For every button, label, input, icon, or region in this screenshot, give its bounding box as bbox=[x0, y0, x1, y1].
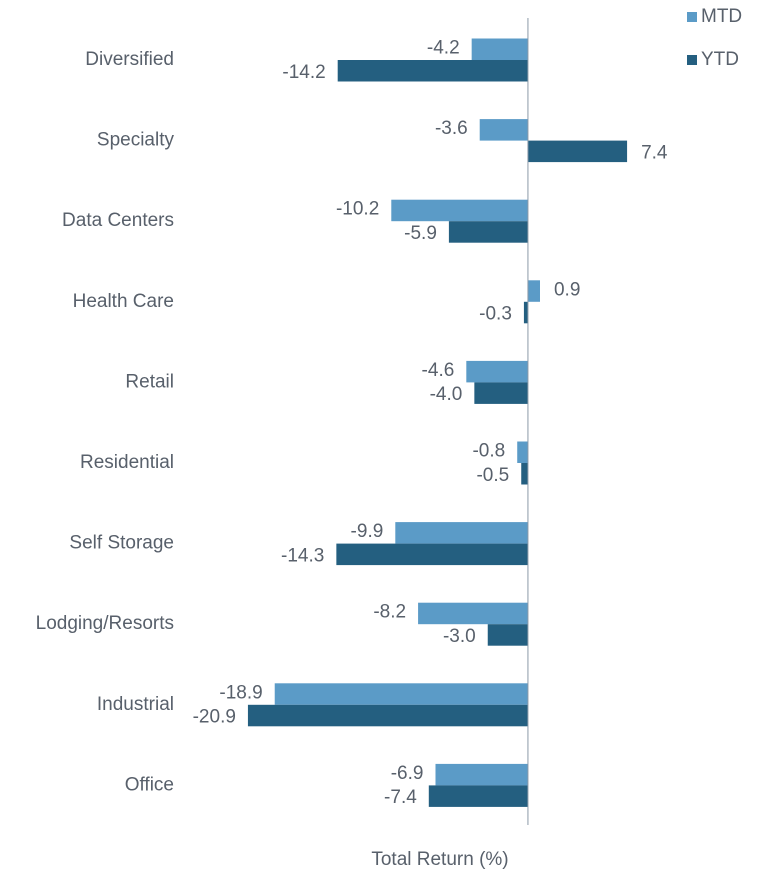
bar bbox=[471, 38, 528, 60]
data-label: -9.9 bbox=[351, 521, 384, 542]
category-label: Retail bbox=[125, 371, 174, 392]
bar bbox=[337, 60, 528, 82]
bar bbox=[527, 140, 628, 163]
data-label: -14.3 bbox=[281, 545, 324, 566]
bar bbox=[336, 543, 528, 566]
legend-swatch bbox=[687, 55, 697, 65]
data-label: -20.9 bbox=[193, 707, 236, 728]
data-label: -18.9 bbox=[219, 682, 262, 703]
category-label: Diversified bbox=[85, 49, 174, 70]
bar bbox=[247, 704, 528, 727]
legend-swatch bbox=[687, 12, 697, 22]
bar bbox=[418, 602, 528, 625]
category-label: Health Care bbox=[73, 291, 174, 312]
data-label: -0.3 bbox=[479, 304, 512, 325]
data-label: -3.0 bbox=[443, 626, 476, 647]
data-label: -10.2 bbox=[336, 199, 379, 220]
data-label: -8.2 bbox=[373, 602, 406, 623]
data-label: -14.2 bbox=[282, 62, 325, 83]
bar bbox=[523, 301, 528, 324]
bar bbox=[428, 785, 528, 807]
data-label: -0.8 bbox=[472, 441, 505, 462]
x-axis-label: Total Return (%) bbox=[371, 849, 508, 870]
bar bbox=[527, 280, 540, 302]
data-label: -0.5 bbox=[476, 465, 509, 486]
bar bbox=[274, 683, 528, 705]
data-label: 7.4 bbox=[641, 142, 668, 163]
category-label: Lodging/Resorts bbox=[36, 613, 174, 634]
category-label: Office bbox=[125, 774, 174, 795]
legend-label: MTD bbox=[701, 6, 742, 27]
bar bbox=[395, 522, 528, 544]
bar bbox=[479, 119, 528, 141]
data-label: -7.4 bbox=[384, 787, 417, 808]
category-label: Residential bbox=[80, 452, 174, 473]
data-label: -4.6 bbox=[422, 360, 455, 381]
data-label: -5.9 bbox=[404, 223, 437, 244]
bar bbox=[391, 199, 528, 222]
category-label: Self Storage bbox=[69, 533, 174, 554]
data-label: -4.0 bbox=[430, 384, 463, 405]
bar bbox=[517, 441, 528, 463]
bar bbox=[487, 624, 528, 646]
bar bbox=[435, 763, 528, 786]
data-label: -3.6 bbox=[435, 118, 468, 139]
data-label: -6.9 bbox=[391, 763, 424, 784]
data-label: -4.2 bbox=[427, 38, 460, 59]
bar bbox=[521, 463, 528, 485]
category-label: Industrial bbox=[97, 694, 174, 715]
bar bbox=[448, 221, 528, 243]
category-label: Data Centers bbox=[62, 210, 174, 231]
bar bbox=[474, 382, 528, 404]
data-label: 0.9 bbox=[554, 279, 580, 300]
bar bbox=[466, 360, 528, 383]
legend-label: YTD bbox=[701, 49, 739, 70]
category-label: Specialty bbox=[97, 130, 175, 151]
